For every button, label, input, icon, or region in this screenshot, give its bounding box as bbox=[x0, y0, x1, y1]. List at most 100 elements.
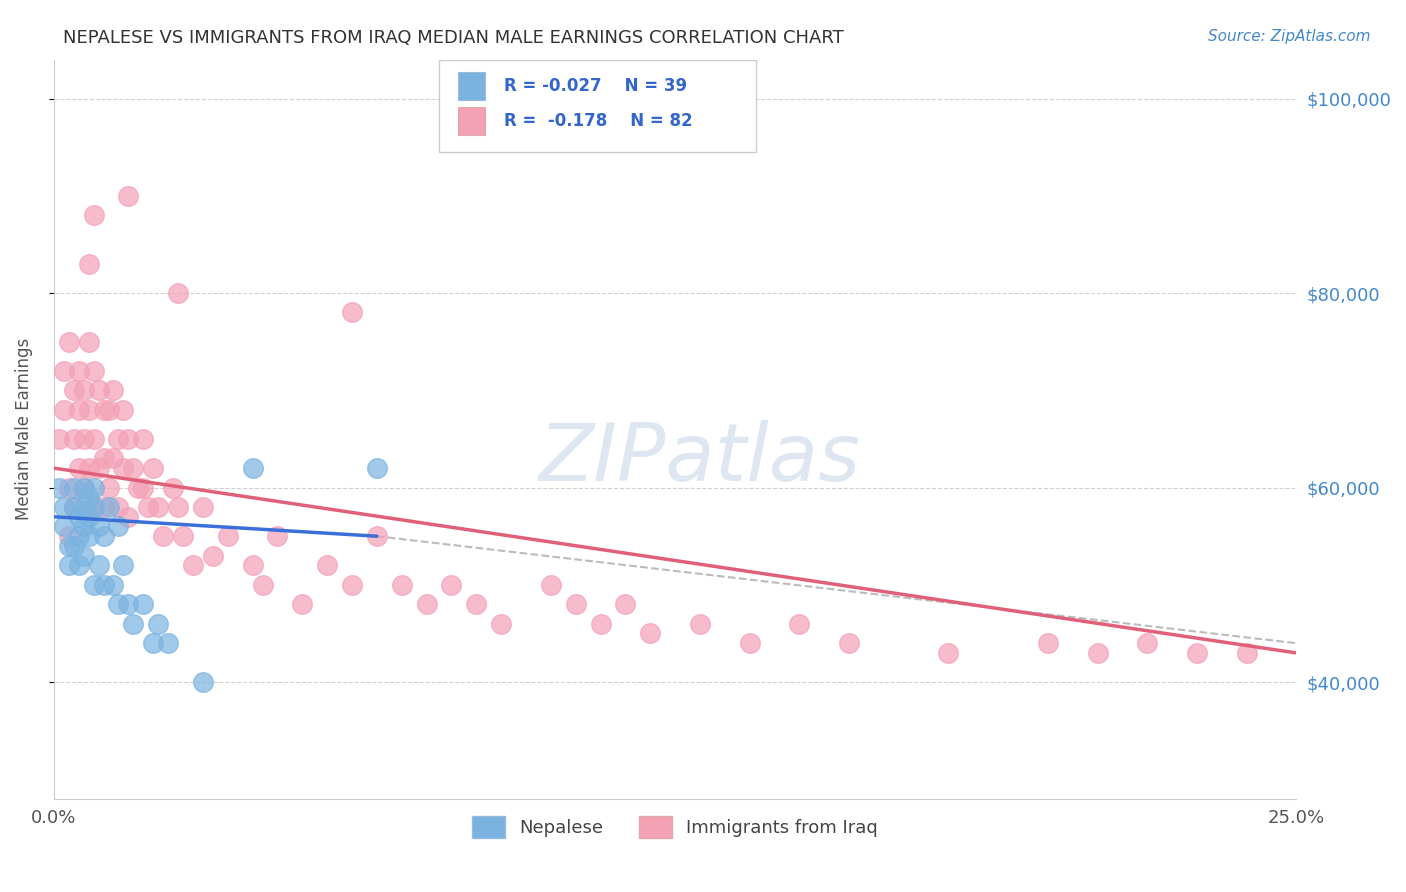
Point bbox=[62, 384, 84, 398]
Point bbox=[77, 509, 100, 524]
Point bbox=[789, 616, 811, 631]
Point bbox=[117, 188, 139, 202]
Point bbox=[340, 578, 363, 592]
Point bbox=[67, 529, 90, 543]
Point bbox=[77, 529, 100, 543]
Point bbox=[162, 481, 184, 495]
Point bbox=[67, 461, 90, 475]
Point bbox=[142, 636, 165, 650]
Point bbox=[638, 626, 661, 640]
Point bbox=[122, 461, 145, 475]
Point bbox=[72, 500, 94, 514]
Point bbox=[93, 578, 115, 592]
Point bbox=[103, 578, 125, 592]
Point bbox=[191, 675, 214, 690]
Point bbox=[122, 616, 145, 631]
Point bbox=[181, 558, 204, 573]
Bar bbox=[458, 72, 485, 100]
Point bbox=[107, 500, 129, 514]
Point bbox=[77, 491, 100, 505]
Point bbox=[136, 500, 159, 514]
Point bbox=[103, 451, 125, 466]
Point bbox=[58, 529, 80, 543]
Point bbox=[132, 432, 155, 446]
Text: R =  -0.178    N = 82: R = -0.178 N = 82 bbox=[503, 112, 692, 130]
Point bbox=[72, 384, 94, 398]
Point bbox=[62, 539, 84, 553]
Point bbox=[266, 529, 288, 543]
Point bbox=[117, 597, 139, 611]
Point bbox=[52, 519, 75, 533]
Point bbox=[132, 481, 155, 495]
Point bbox=[83, 500, 105, 514]
Point bbox=[291, 597, 314, 611]
Point bbox=[72, 481, 94, 495]
Point bbox=[440, 578, 463, 592]
Text: R = -0.027    N = 39: R = -0.027 N = 39 bbox=[503, 78, 686, 95]
Point bbox=[167, 286, 190, 301]
Point bbox=[465, 597, 488, 611]
Point bbox=[48, 481, 70, 495]
Point bbox=[689, 616, 711, 631]
Point bbox=[117, 509, 139, 524]
Point bbox=[83, 578, 105, 592]
Point bbox=[97, 500, 120, 514]
Point bbox=[77, 334, 100, 349]
Point bbox=[87, 461, 110, 475]
Point bbox=[93, 500, 115, 514]
Point bbox=[58, 558, 80, 573]
Bar bbox=[458, 107, 485, 135]
Point bbox=[67, 509, 90, 524]
Point bbox=[67, 364, 90, 378]
Point bbox=[157, 636, 180, 650]
Point bbox=[127, 481, 149, 495]
Point bbox=[738, 636, 761, 650]
Point bbox=[72, 519, 94, 533]
Point bbox=[1185, 646, 1208, 660]
Point bbox=[366, 529, 388, 543]
Y-axis label: Median Male Earnings: Median Male Earnings bbox=[15, 338, 32, 520]
Point bbox=[77, 461, 100, 475]
Point bbox=[107, 432, 129, 446]
Point bbox=[252, 578, 274, 592]
Point bbox=[191, 500, 214, 514]
Point bbox=[97, 481, 120, 495]
Point bbox=[148, 500, 170, 514]
Point bbox=[1087, 646, 1109, 660]
Text: ZIPatlas: ZIPatlas bbox=[538, 420, 860, 498]
Point bbox=[72, 481, 94, 495]
Point bbox=[148, 616, 170, 631]
Point bbox=[172, 529, 194, 543]
Point bbox=[87, 558, 110, 573]
Point bbox=[242, 461, 264, 475]
Point bbox=[87, 384, 110, 398]
Point bbox=[103, 384, 125, 398]
Point bbox=[112, 558, 135, 573]
Point bbox=[72, 549, 94, 563]
Point bbox=[838, 636, 860, 650]
Point bbox=[52, 402, 75, 417]
Point bbox=[67, 402, 90, 417]
Point bbox=[340, 305, 363, 319]
Point bbox=[83, 364, 105, 378]
Point bbox=[107, 519, 129, 533]
Point bbox=[58, 539, 80, 553]
Point bbox=[564, 597, 586, 611]
Point bbox=[217, 529, 239, 543]
Point bbox=[366, 461, 388, 475]
Point bbox=[132, 597, 155, 611]
Point bbox=[316, 558, 339, 573]
Point bbox=[201, 549, 224, 563]
Point bbox=[167, 500, 190, 514]
Point bbox=[112, 461, 135, 475]
Point bbox=[83, 208, 105, 222]
Point bbox=[938, 646, 960, 660]
Point bbox=[93, 451, 115, 466]
Point bbox=[83, 500, 105, 514]
Point bbox=[72, 432, 94, 446]
Point bbox=[62, 481, 84, 495]
Text: NEPALESE VS IMMIGRANTS FROM IRAQ MEDIAN MALE EARNINGS CORRELATION CHART: NEPALESE VS IMMIGRANTS FROM IRAQ MEDIAN … bbox=[63, 29, 844, 46]
Point bbox=[242, 558, 264, 573]
Point bbox=[48, 432, 70, 446]
Point bbox=[67, 558, 90, 573]
